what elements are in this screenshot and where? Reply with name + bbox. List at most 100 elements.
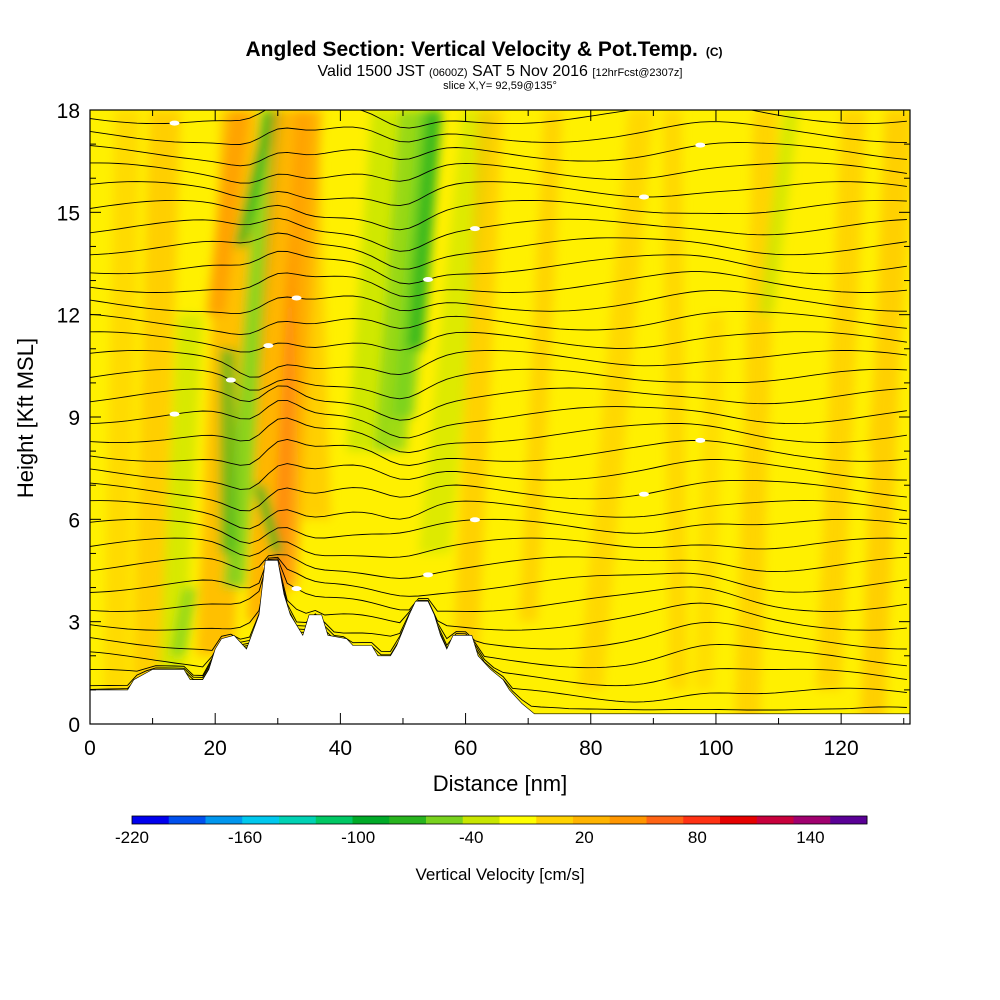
colorbar-swatch bbox=[352, 816, 390, 824]
theta-contour bbox=[90, 438, 907, 466]
theta-contour bbox=[90, 110, 907, 129]
x-tick-label: 100 bbox=[698, 737, 733, 760]
contour-label-mark bbox=[423, 572, 434, 578]
x-tick-label: 120 bbox=[824, 737, 859, 760]
contour-label-mark bbox=[291, 295, 302, 301]
colorbar-swatch bbox=[609, 816, 647, 824]
contour-label-mark bbox=[225, 377, 236, 383]
theta-contour bbox=[90, 518, 907, 544]
theta-contour bbox=[90, 385, 907, 421]
y-tick-label: 9 bbox=[68, 407, 80, 430]
contour-label-mark bbox=[423, 276, 434, 282]
contour-label-mark bbox=[263, 343, 274, 349]
colorbar-swatch bbox=[573, 816, 611, 824]
terrain bbox=[90, 560, 910, 724]
velocity-plume bbox=[694, 314, 726, 690]
velocity-plume bbox=[234, 110, 278, 247]
velocity-plume bbox=[866, 110, 910, 452]
contour-label-mark bbox=[169, 411, 180, 417]
theta-contour bbox=[90, 558, 907, 612]
theta-contour bbox=[90, 311, 907, 336]
theta-contour bbox=[90, 556, 907, 597]
contour-label-mark bbox=[695, 437, 706, 443]
y-axis-label: Height [Kft MSL] bbox=[13, 338, 38, 498]
velocity-plume bbox=[219, 348, 236, 554]
x-tick-label: 80 bbox=[579, 737, 602, 760]
velocity-plume bbox=[205, 110, 250, 315]
theta-contour bbox=[90, 199, 907, 231]
velocity-plume bbox=[518, 110, 563, 622]
colorbar-swatch bbox=[132, 816, 170, 824]
contour-label-mark bbox=[695, 142, 706, 148]
plot-area bbox=[90, 110, 910, 724]
theta-contour bbox=[90, 399, 907, 439]
y-tick-label: 15 bbox=[57, 202, 80, 225]
colorbar-label: Vertical Velocity [cm/s] bbox=[415, 865, 584, 884]
contour-label-mark bbox=[469, 226, 480, 232]
theta-contour bbox=[90, 458, 907, 490]
y-tick-label: 3 bbox=[68, 612, 80, 635]
colorbar-swatch bbox=[536, 816, 574, 824]
theta-contour bbox=[90, 565, 907, 651]
x-tick-label: 40 bbox=[329, 737, 352, 760]
velocity-plume bbox=[816, 110, 867, 690]
theta-contour bbox=[90, 554, 907, 579]
theta-contours bbox=[90, 110, 907, 711]
contour-label-mark bbox=[469, 517, 480, 523]
colorbar-swatch bbox=[242, 816, 280, 824]
theta-contour bbox=[90, 142, 907, 167]
velocity-plume bbox=[158, 314, 203, 673]
contour-label-mark bbox=[638, 491, 649, 497]
colorbar-tick-label: 80 bbox=[688, 828, 707, 847]
colorbar-swatch bbox=[683, 816, 721, 824]
colorbar-swatch bbox=[830, 816, 868, 824]
theta-contour bbox=[90, 368, 907, 400]
y-tick-label: 12 bbox=[57, 305, 80, 328]
velocity-field bbox=[102, 110, 910, 724]
y-tick-label: 6 bbox=[68, 509, 80, 532]
velocity-plume bbox=[169, 587, 198, 656]
contour-label-mark bbox=[638, 194, 649, 200]
velocity-plume bbox=[102, 110, 141, 724]
theta-contour bbox=[90, 417, 907, 454]
theta-contour bbox=[90, 232, 907, 270]
theta-contour bbox=[90, 290, 907, 314]
colorbar-swatch bbox=[720, 816, 758, 824]
theta-contour bbox=[90, 500, 907, 530]
colorbar-swatch bbox=[205, 816, 243, 824]
colorbar-tick-label: -220 bbox=[115, 828, 149, 847]
velocity-plume bbox=[453, 110, 504, 656]
chart-title: Angled Section: Vertical Velocity & Pot.… bbox=[245, 38, 722, 61]
colorbar-tick-label: -40 bbox=[459, 828, 484, 847]
y-tick-label: 18 bbox=[57, 100, 80, 123]
contour-label-mark bbox=[291, 586, 302, 592]
colorbar-frame bbox=[131, 815, 868, 825]
colorbar-swatch bbox=[279, 816, 317, 824]
colorbar-tick-label: -100 bbox=[341, 828, 375, 847]
chart-subtitle: Valid 1500 JST (0600Z) SAT 5 Nov 2016 [1… bbox=[318, 63, 683, 80]
velocity-plume bbox=[758, 110, 799, 315]
velocity-plume bbox=[578, 110, 654, 690]
theta-contour bbox=[90, 217, 907, 252]
colorbar-swatch bbox=[389, 816, 427, 824]
x-axis: 0 20 40 60 80 100 120 bbox=[84, 110, 905, 760]
slice-label: slice X,Y= 92,59@135° bbox=[443, 80, 557, 92]
theta-contour bbox=[90, 537, 907, 558]
colorbar-tick-label: 20 bbox=[575, 828, 594, 847]
contour-label-mark bbox=[169, 120, 180, 126]
theta-contour bbox=[90, 561, 907, 631]
colorbar-swatch bbox=[793, 816, 831, 824]
colorbar-swatch bbox=[756, 816, 794, 824]
x-axis-label: Distance [nm] bbox=[433, 771, 568, 796]
colorbar-swatch bbox=[646, 816, 684, 824]
colorbar: -220 -160 -100 -40 20 80 140 bbox=[115, 815, 868, 847]
colorbar-tick-label: 140 bbox=[796, 828, 824, 847]
x-tick-label: 20 bbox=[204, 737, 227, 760]
velocity-plume bbox=[287, 110, 331, 520]
theta-contour bbox=[90, 121, 907, 145]
colorbar-swatch bbox=[462, 816, 500, 824]
colorbar-swatch bbox=[426, 816, 464, 824]
colorbar-swatch bbox=[315, 816, 353, 824]
velocity-plume bbox=[254, 485, 283, 554]
